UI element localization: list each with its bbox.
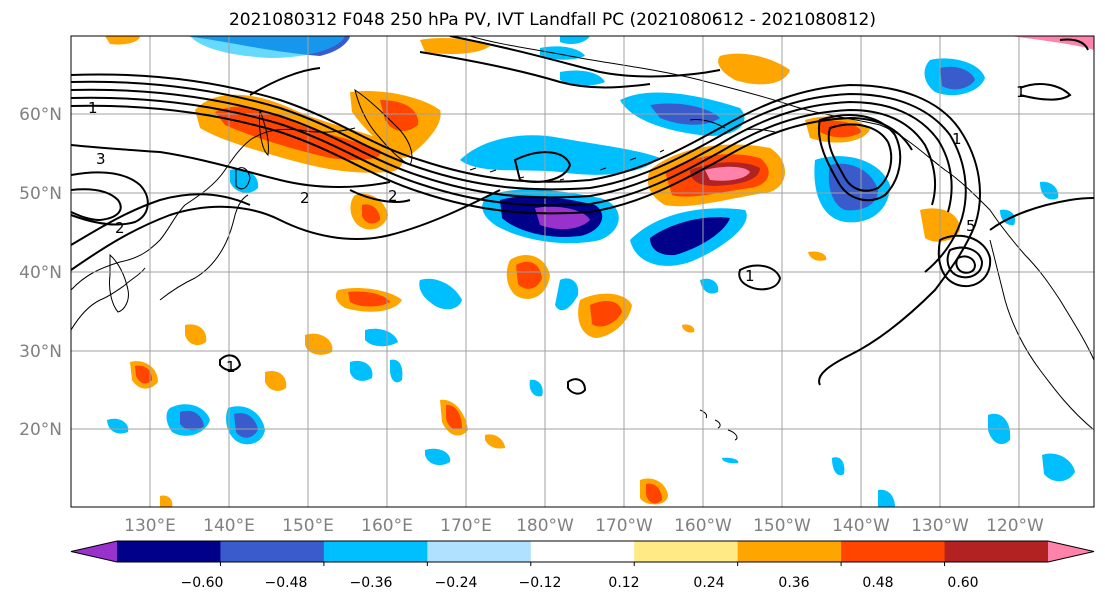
colorbar-extend-high — [1048, 541, 1094, 562]
colorbar-tick-label: 0.60 — [947, 575, 978, 591]
lat-tick-label: 20°N — [19, 420, 62, 440]
longitude-axis: 130°E 140°E 150°E 160°E 170°E 180°W 170°… — [124, 516, 1044, 536]
contour-label: 1 — [88, 99, 98, 117]
colorbar-segment — [117, 541, 221, 562]
lon-tick-label: 140°E — [203, 516, 255, 536]
lat-tick-label: 40°N — [19, 263, 62, 283]
lon-tick-label: 120°W — [986, 516, 1044, 536]
lon-tick-label: 170°E — [440, 516, 492, 536]
colorbar-segment — [427, 541, 532, 562]
colorbar-tick-label: −0.36 — [350, 575, 393, 591]
colorbar-segment — [530, 541, 635, 562]
lat-tick-label: 50°N — [19, 184, 62, 204]
colorbar-tick-label: −0.48 — [265, 575, 308, 591]
contour-label: 2 — [115, 219, 125, 237]
lon-tick-label: 160°W — [674, 516, 732, 536]
ivt-contours — [71, 36, 1094, 395]
contour-label: 1 — [745, 267, 755, 285]
lat-tick-label: 60°N — [19, 105, 62, 125]
colorbar-tick-label: −0.60 — [181, 575, 224, 591]
lon-tick-label: 150°W — [753, 516, 811, 536]
colorbar-tick-label: −0.12 — [519, 575, 562, 591]
lon-tick-label: 130°E — [124, 516, 176, 536]
contour-label: 2 — [388, 187, 398, 205]
lon-tick-label: 170°W — [595, 516, 653, 536]
contour-label: 1 — [1016, 83, 1026, 101]
colorbar — [70, 540, 1095, 566]
colorbar-segment — [634, 541, 739, 562]
contour-label: 1 — [952, 130, 962, 148]
colorbar-tick-label: 0.36 — [778, 575, 809, 591]
colorbar-tick-label: −0.24 — [435, 575, 478, 591]
lon-tick-label: 150°E — [282, 516, 334, 536]
lon-tick-label: 180°W — [516, 516, 574, 536]
lat-tick-label: 30°N — [19, 342, 62, 362]
colorbar-segment — [323, 541, 428, 562]
map-frame — [70, 35, 1095, 508]
map-title: 2021080312 F048 250 hPa PV, IVT Landfall… — [228, 10, 876, 30]
colorbar-segment — [841, 541, 946, 562]
lon-tick-label: 160°E — [361, 516, 413, 536]
latitude-axis: 60°N 50°N 40°N 30°N 20°N — [19, 105, 62, 440]
lon-tick-label: 130°W — [911, 516, 969, 536]
colorbar-tick-label: 0.24 — [693, 575, 724, 591]
colorbar-outline — [70, 540, 1095, 563]
coastlines — [71, 36, 1094, 441]
contour-label: 2 — [300, 189, 310, 207]
colorbar-segment — [220, 541, 325, 562]
colorbar-extend-low — [71, 541, 117, 562]
contour-labels: 1 3 2 2 2 1 5 1 1 1 — [88, 83, 1026, 376]
colorbar-tick-label: 0.48 — [862, 575, 893, 591]
lon-tick-label: 140°W — [832, 516, 890, 536]
contour-label: 1 — [226, 358, 236, 376]
colorbar-segment — [737, 541, 842, 562]
colorbar-segment — [944, 541, 1049, 562]
graticule — [71, 36, 1094, 507]
colorbar-tick-label: 0.12 — [608, 575, 639, 591]
contour-label: 3 — [96, 150, 106, 168]
contour-label: 5 — [966, 217, 976, 235]
colorbar-tick-labels: −0.60 −0.48 −0.36 −0.24 −0.12 0.12 0.24 … — [181, 575, 979, 591]
